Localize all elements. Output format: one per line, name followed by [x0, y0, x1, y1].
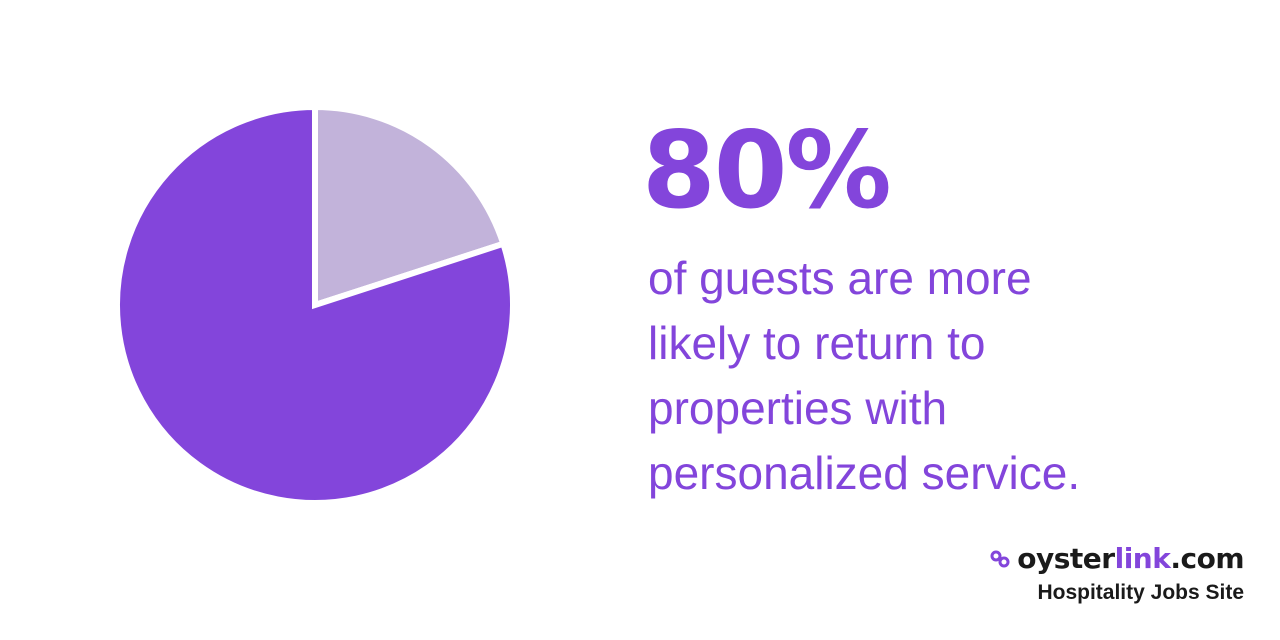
- stat-description-line: personalized service.: [648, 447, 1081, 499]
- brand-name-oyster: oyster: [1017, 542, 1115, 575]
- brand-name-domain: .com: [1170, 542, 1244, 575]
- pie-slice: [114, 103, 516, 506]
- pie-slice: [312, 103, 508, 310]
- stat-description: of guests are more likely to return to p…: [648, 246, 1080, 506]
- brand-tagline: Hospitality Jobs Site: [1037, 581, 1244, 604]
- brand-name-link: link: [1114, 542, 1171, 575]
- stat-block: 80% of guests are more likely to return …: [642, 118, 1080, 506]
- brand-logo: oyster link .com Hospitality Jobs Site: [989, 542, 1244, 606]
- link-icon: [990, 550, 1010, 568]
- brand-wordmark: oyster link .com: [989, 542, 1244, 576]
- stat-value: 80%: [642, 109, 892, 232]
- pie-chart: [114, 103, 516, 506]
- stat-description-line: properties with: [648, 382, 948, 434]
- stat-description-line: likely to return to: [648, 317, 986, 369]
- stat-description-line: of guests are more: [648, 252, 1032, 304]
